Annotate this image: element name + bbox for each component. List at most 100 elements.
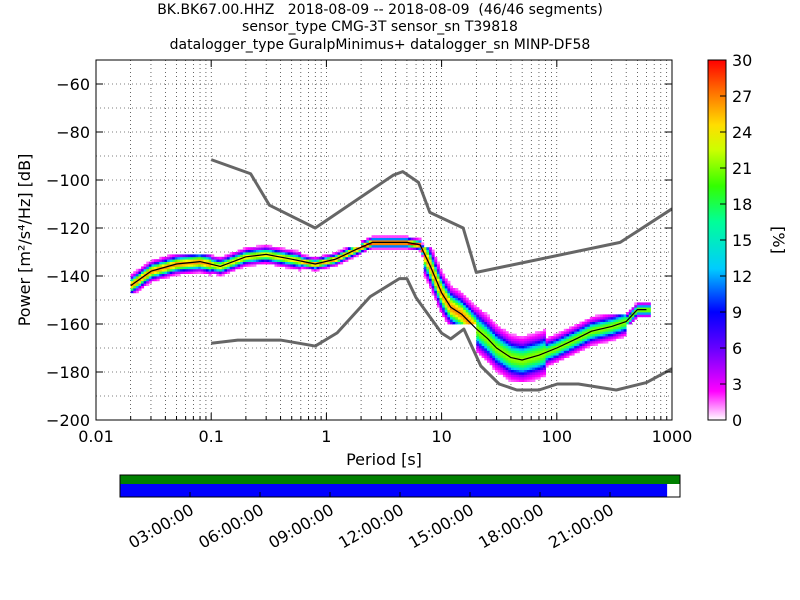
- histogram-cell: [193, 254, 197, 258]
- histogram-cell: [500, 355, 504, 358]
- histogram-cell: [486, 333, 491, 337]
- histogram-cell: [529, 362, 533, 366]
- histogram-cell: [313, 264, 317, 267]
- histogram-cell: [177, 268, 181, 272]
- histogram-cell: [208, 264, 212, 267]
- histogram-cell: [481, 348, 485, 351]
- histogram-cell: [298, 268, 302, 272]
- histogram-cell: [471, 316, 475, 320]
- histogram-cell: [316, 259, 320, 262]
- histogram-cell: [290, 264, 294, 267]
- histogram-cell: [208, 266, 212, 270]
- histogram-cell: [452, 319, 456, 322]
- histogram-cell: [471, 302, 475, 306]
- histogram-cell: [579, 324, 583, 327]
- histogram-cell: [623, 319, 627, 322]
- histogram-cell: [282, 254, 286, 258]
- histogram-cell: [589, 336, 593, 339]
- histogram-cell: [216, 259, 220, 262]
- histogram-cell: [274, 261, 278, 265]
- histogram-cell: [526, 343, 531, 346]
- histogram-cell: [277, 252, 281, 255]
- histogram-cell: [258, 252, 262, 255]
- histogram-cell: [329, 264, 333, 267]
- histogram-cell: [558, 338, 562, 342]
- histogram-cell: [248, 252, 252, 255]
- histogram-cell: [550, 355, 554, 358]
- histogram-cell: [484, 324, 488, 327]
- histogram-cell: [313, 261, 317, 265]
- histogram-cell: [516, 350, 520, 354]
- histogram-cell: [473, 316, 477, 320]
- histogram-cell: [505, 376, 509, 380]
- histogram-cell: [384, 235, 388, 238]
- histogram-cell: [537, 372, 541, 375]
- histogram-cell: [508, 362, 512, 366]
- histogram-cell: [534, 364, 539, 368]
- histogram-cell: [208, 256, 212, 260]
- histogram-cell: [516, 376, 520, 380]
- histogram-cell: [513, 336, 517, 339]
- histogram-cell: [545, 340, 549, 344]
- histogram-cell: [631, 314, 635, 318]
- histogram-cell: [484, 326, 488, 330]
- histogram-cell: [489, 357, 493, 361]
- histogram-cell: [605, 340, 609, 344]
- histogram-cell: [529, 343, 533, 346]
- histogram-cell: [594, 319, 598, 322]
- histogram-cell: [532, 360, 536, 363]
- histogram-cell: [471, 307, 475, 310]
- histogram-cell: [434, 264, 438, 267]
- histogram-cell: [263, 249, 267, 253]
- histogram-cell: [200, 271, 204, 274]
- histogram-cell: [597, 316, 601, 320]
- histogram-cell: [172, 254, 176, 258]
- histogram-cell: [579, 340, 583, 344]
- histogram-cell: [642, 309, 646, 313]
- histogram-cell: [463, 314, 467, 318]
- histogram-cell: [647, 302, 651, 306]
- histogram-cell: [219, 268, 223, 272]
- histogram-cell: [518, 352, 523, 356]
- histogram-cell: [431, 264, 435, 267]
- histogram-cell: [429, 247, 433, 250]
- histogram-cell: [261, 249, 265, 253]
- histogram-cell: [636, 302, 641, 306]
- histogram-cell: [639, 309, 643, 313]
- histogram-cell: [589, 324, 593, 327]
- histogram-cell: [610, 336, 614, 339]
- histogram-cell: [529, 333, 533, 337]
- histogram-cell: [540, 350, 544, 354]
- histogram-cell: [526, 336, 531, 339]
- histogram-cell: [584, 321, 588, 325]
- histogram-cell: [481, 350, 485, 354]
- histogram-cell: [161, 261, 165, 265]
- histogram-cell: [500, 367, 504, 370]
- histogram-cell: [431, 285, 435, 289]
- histogram-cell: [229, 252, 233, 255]
- histogram-cell: [329, 254, 333, 258]
- plot-frame: [95, 59, 673, 421]
- histogram-cell: [350, 256, 354, 260]
- histogram-cell: [300, 261, 304, 265]
- histogram-cell: [203, 264, 207, 267]
- histogram-cell: [400, 244, 404, 248]
- coverage-tick-label: 09:00:00: [265, 500, 337, 552]
- histogram-cell: [561, 338, 565, 342]
- histogram-cell: [203, 266, 207, 270]
- histogram-cell: [219, 273, 223, 277]
- histogram-cell: [234, 256, 238, 260]
- histogram-cell: [263, 244, 267, 248]
- histogram-cell: [193, 264, 197, 267]
- histogram-cell: [429, 261, 433, 265]
- histogram-cell: [324, 261, 328, 265]
- histogram-cell: [350, 252, 354, 255]
- histogram-cell: [592, 336, 596, 339]
- histogram-cell: [513, 367, 517, 370]
- histogram-cell: [361, 240, 365, 243]
- histogram-cell: [434, 256, 438, 260]
- histogram-cell: [371, 237, 375, 241]
- histogram-cell: [521, 374, 525, 378]
- histogram-cell: [439, 280, 443, 284]
- histogram-cell: [521, 345, 525, 349]
